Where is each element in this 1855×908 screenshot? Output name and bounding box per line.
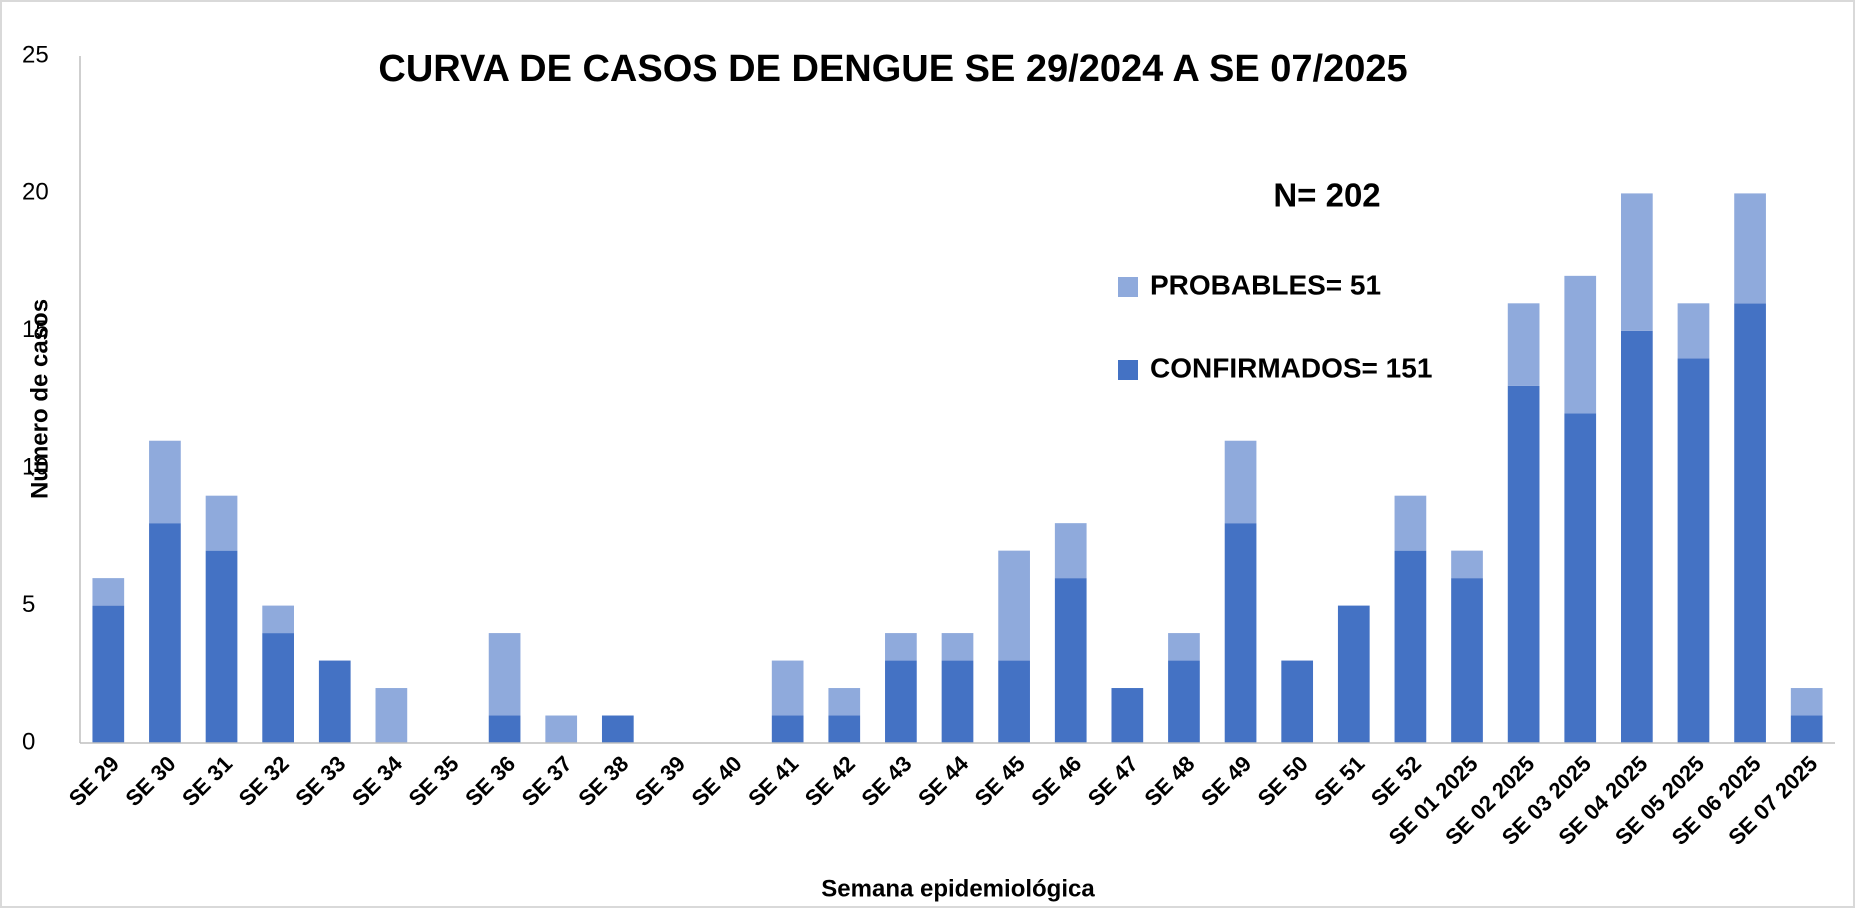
bar-segment [488,633,521,716]
bar-segment [318,660,351,743]
bar-segment [1224,523,1257,743]
bar-segment [1507,303,1540,386]
bar-segment [1281,660,1314,743]
legend-label: CONFIRMADOS= 151 [1150,352,1432,383]
y-tick-label: 5 [22,591,35,618]
bar-segment [1168,633,1200,661]
chart-title: CURVA DE CASOS DE DENGUE SE 29/2024 A SE… [378,48,1407,90]
y-tick-label: 20 [22,179,49,206]
bar-segment [1790,688,1823,716]
bar-segment [941,633,974,661]
bar-segment [941,660,974,743]
bar-segment [1224,440,1257,524]
legend-label: PROBABLES= 51 [1150,269,1381,300]
bar-segment [262,605,294,634]
bar-segment [1507,385,1540,743]
bar-segment [92,578,125,606]
bar-segment [1054,523,1087,579]
x-axis-title: Semana epidemiológica [821,875,1095,902]
y-axis-title: Número de casos [26,299,53,499]
y-tick-label: 25 [22,41,49,68]
bar-segment [1337,605,1370,743]
bar-segment [828,688,861,716]
bar-segment [1621,330,1653,743]
bar-segment [149,523,181,743]
y-tick-label: 15 [22,316,49,343]
annotation: N= 202 [1273,177,1380,214]
bar-segment [1054,578,1087,743]
bar-segment [205,495,238,551]
legend-swatch [1118,277,1138,297]
bar-segment [1734,303,1766,743]
bar-segment [1451,550,1483,579]
bar-segment [92,605,125,743]
bar-segment [601,715,634,743]
bar-segment [885,633,917,661]
bar-segment [205,550,238,743]
bar-segment [545,715,578,743]
bar-segment [1394,495,1427,551]
bar-segment [1564,413,1597,743]
y-tick-label: 0 [22,728,35,755]
bar-segment [1394,550,1427,743]
bar-segment [1168,660,1200,743]
bar-segment [998,660,1030,743]
bar-segment [1451,578,1483,743]
bar-segment [1677,358,1710,743]
bar-segment [149,440,181,524]
legend-swatch [1118,360,1138,380]
bar-segment [488,715,521,743]
bar-segment [262,633,294,743]
bar-segment [885,660,917,743]
bar-segment [828,715,861,743]
bar-segment [1564,275,1597,414]
bar-segment [1621,193,1653,331]
bar-segment [1790,715,1823,743]
bar-segment [1111,688,1144,743]
y-tick-label: 10 [22,454,49,481]
bar-segment [998,550,1030,661]
bar-segment [1677,303,1710,359]
bar-segment [771,660,804,716]
bar-segment [375,688,408,743]
bar-segment [771,715,804,743]
bar-segment [1734,193,1766,304]
